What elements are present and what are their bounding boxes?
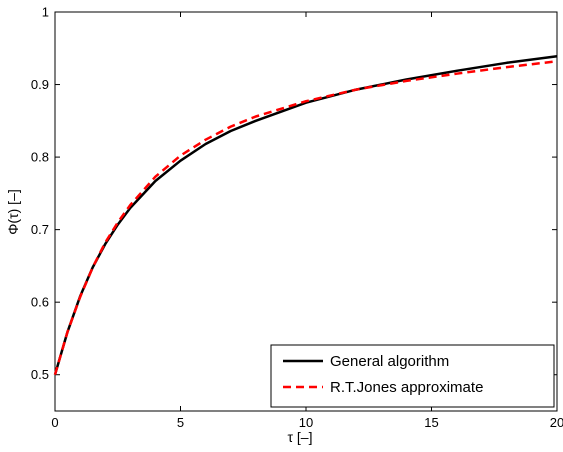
x-axis-label: τ [–] [288,429,313,445]
y-tick-label: 0.8 [31,150,49,165]
x-tick-label: 15 [424,415,438,430]
legend: General algorithm R.T.Jones approximate [270,344,555,408]
x-tick-label: 5 [177,415,184,430]
series-lines [53,55,558,376]
y-tick-label: 1 [42,5,49,20]
legend-label-general: General algorithm [330,353,449,370]
series-line-rt-jones-approximate [53,60,558,376]
y-axis-label: Φ(τ) [–] [5,189,21,234]
legend-label-jones: R.T.Jones approximate [330,379,483,396]
legend-box [270,344,555,408]
y-axis-ticks: 0.5 0.6 0.7 0.8 0.9 1 [31,5,557,382]
x-tick-label: 10 [299,415,313,430]
y-tick-label: 0.9 [31,77,49,92]
y-tick-label: 0.6 [31,295,49,310]
x-axis-ticks: 0 5 10 15 20 [51,12,563,430]
x-tick-label: 20 [550,415,563,430]
y-tick-label: 0.7 [31,222,49,237]
y-tick-label: 0.5 [31,367,49,382]
x-tick-label: 0 [51,415,58,430]
